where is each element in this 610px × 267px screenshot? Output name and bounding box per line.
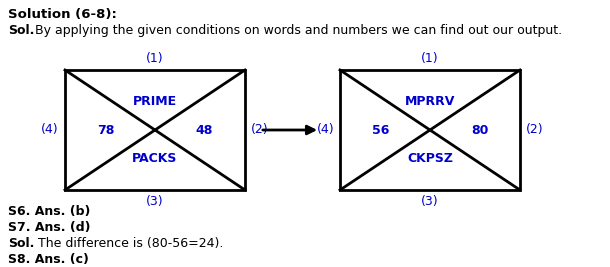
Text: PACKS: PACKS: [132, 152, 178, 165]
Text: (2): (2): [251, 124, 268, 136]
Text: MPRRV: MPRRV: [405, 95, 455, 108]
Text: 48: 48: [196, 124, 213, 136]
Bar: [340, 70, 520, 190]
Text: 78: 78: [97, 124, 114, 136]
Text: S6. Ans. (b): S6. Ans. (b): [8, 205, 90, 218]
Text: The difference is (80-56=24).: The difference is (80-56=24).: [34, 237, 224, 250]
Text: 56: 56: [372, 124, 389, 136]
Text: PRIME: PRIME: [133, 95, 177, 108]
Text: S8. Ans. (c): S8. Ans. (c): [8, 253, 89, 266]
Text: (2): (2): [526, 124, 544, 136]
Text: Solution (6-8):: Solution (6-8):: [8, 8, 117, 21]
Text: CKPSZ: CKPSZ: [407, 152, 453, 165]
Text: 80: 80: [471, 124, 488, 136]
Text: (1): (1): [421, 52, 439, 65]
Text: By applying the given conditions on words and numbers we can find out our output: By applying the given conditions on word…: [35, 24, 562, 37]
Text: Sol.: Sol.: [8, 237, 34, 250]
Text: (3): (3): [146, 195, 164, 208]
Text: (1): (1): [146, 52, 164, 65]
Text: Sol.: Sol.: [8, 24, 34, 37]
Bar: [65, 70, 245, 190]
Text: (3): (3): [421, 195, 439, 208]
Text: (4): (4): [317, 124, 334, 136]
Text: (4): (4): [41, 124, 59, 136]
Text: S7. Ans. (d): S7. Ans. (d): [8, 221, 90, 234]
